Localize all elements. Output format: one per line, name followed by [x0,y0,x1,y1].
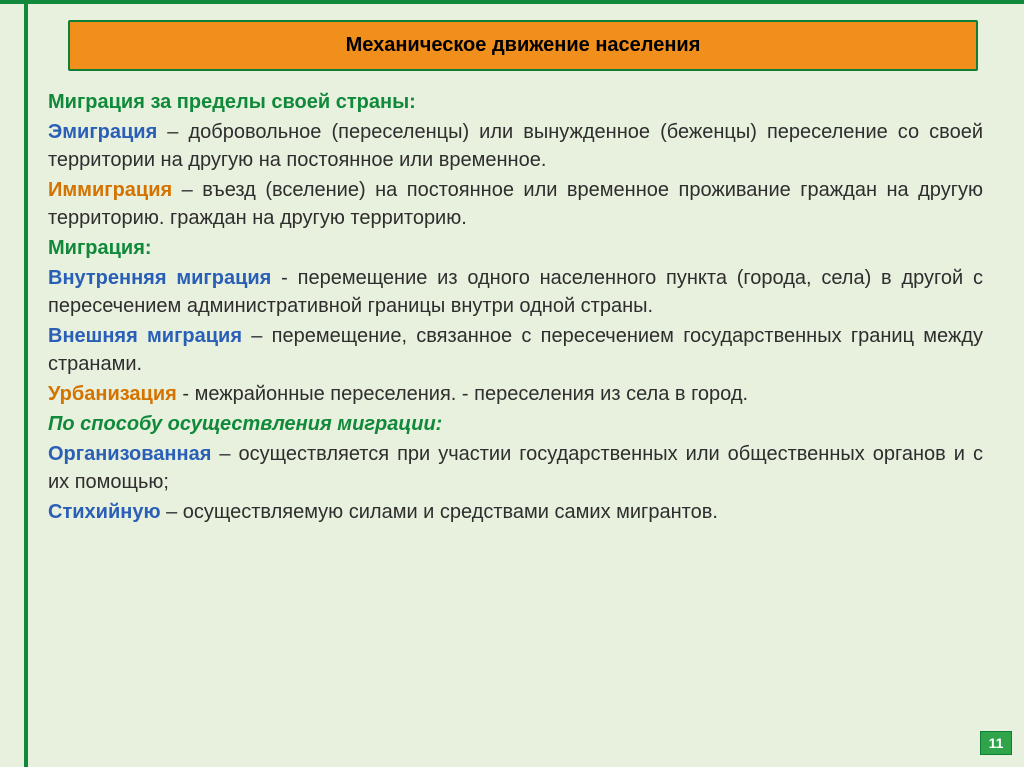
emigration-text: – добровольное (переселенцы) или вынужде… [48,121,983,171]
spontaneous-text: – осуществляемую силами и средствами сам… [161,501,718,523]
organized-term: Организованная [48,443,211,465]
spontaneous-term: Стихийную [48,501,161,523]
urban-term: Урбанизация [48,383,177,405]
section2-heading: Миграция: [48,237,152,259]
slide-title-box: Механическое движение населения [68,20,978,71]
internal-term: Внутренняя миграция [48,267,271,289]
slide-title: Механическое движение населения [346,34,701,56]
slide-content: Миграция за пределы своей страны: Эмигра… [48,88,983,528]
immigration-text: – въезд (вселение) на постоянное или вре… [48,179,983,229]
section3-heading: По способу осуществления миграции: [48,413,442,435]
page-number-badge: 11 [980,731,1012,755]
emigration-term: Эмиграция [48,121,157,143]
immigration-term: Иммиграция [48,179,172,201]
top-border [0,0,1024,4]
page-number: 11 [989,735,1004,751]
left-border [24,0,28,767]
section1-heading: Миграция за пределы своей страны: [48,91,416,113]
external-term: Внешняя миграция [48,325,242,347]
urban-text: - межрайонные переселения. - переселения… [177,383,748,405]
